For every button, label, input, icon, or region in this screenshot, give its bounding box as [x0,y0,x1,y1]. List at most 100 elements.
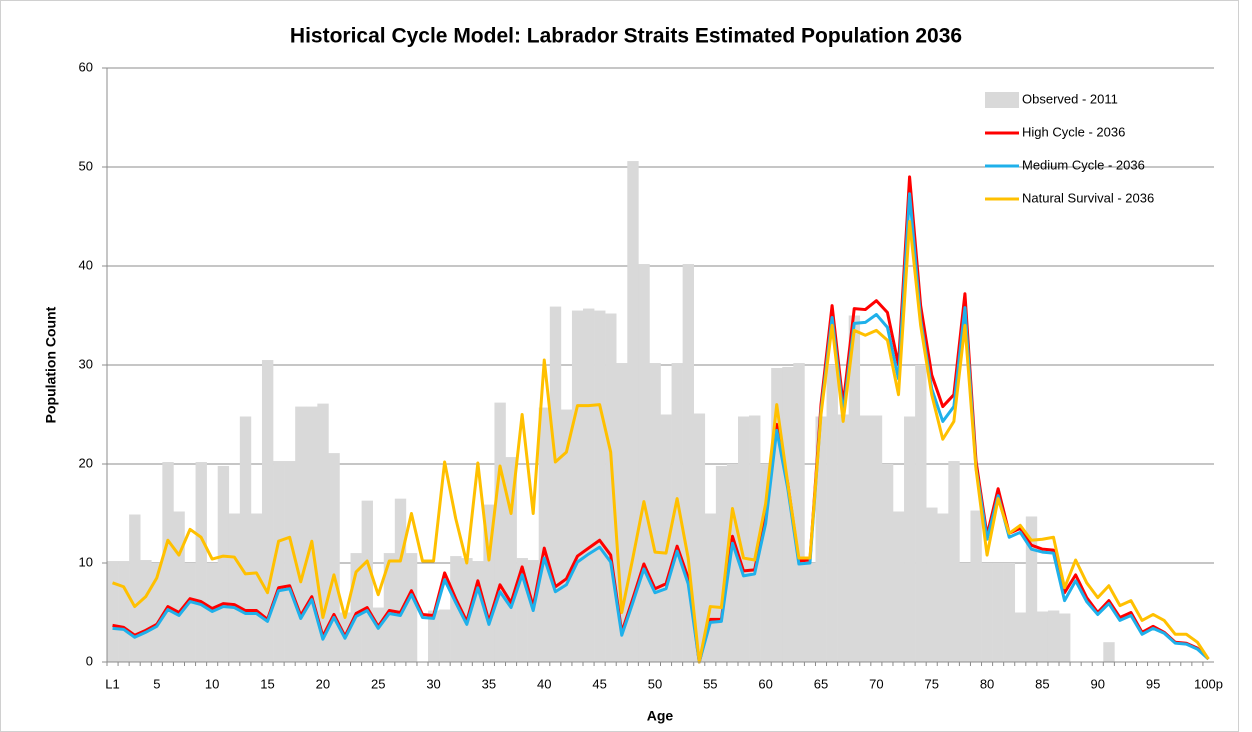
y-axis-label: Population Count [43,306,59,423]
bar [959,563,971,662]
bar [295,406,307,662]
bar [881,464,894,662]
x-tick-label: 45 [592,676,606,691]
bar [859,415,872,662]
bar [140,560,152,662]
x-tick-label: 40 [537,676,551,691]
chart-title: Historical Cycle Model: Labrador Straits… [290,25,962,48]
bar [273,461,285,662]
bar [704,513,717,662]
bar [915,365,927,662]
x-tick-label: 75 [924,676,938,691]
x-tick-label: 10 [205,676,219,691]
bar [826,365,838,662]
y-tick-label: 60 [79,59,93,74]
x-tick-label: 25 [371,676,385,691]
bar [405,553,418,662]
bar [494,402,506,662]
bar [184,563,196,662]
x-axis-label: Age [647,708,674,724]
bar [926,507,938,662]
x-tick-label: 95 [1146,676,1160,691]
y-tick-label: 50 [79,158,93,173]
legend-swatch [985,92,1019,108]
line [112,192,1210,664]
bar [715,465,728,662]
bar [981,563,993,662]
bar [1003,563,1016,662]
bar [383,553,396,662]
bar [129,514,141,662]
bar [605,313,617,662]
bar [261,360,274,662]
x-tick-label: 55 [703,676,717,691]
x-tick-label: 50 [648,676,662,691]
bar [782,366,794,662]
x-tick-label: 60 [758,676,772,691]
bar [693,413,706,662]
y-tick-label: 40 [79,257,93,272]
x-tick-label: 30 [426,676,440,691]
bar [638,264,650,662]
bar [505,457,517,662]
bar [1036,611,1049,662]
legend-label: High Cycle - 2036 [1022,124,1125,139]
y-tick-label: 10 [79,554,93,569]
bar [804,563,816,662]
bar [228,513,241,662]
bar [472,561,484,662]
bar [660,414,672,662]
bar [107,561,119,662]
bar [549,306,562,662]
bar [195,462,207,662]
bar [560,409,573,662]
bar [284,461,296,662]
bar [627,161,639,662]
bar [239,416,252,662]
bar [771,367,783,662]
bar [594,310,606,662]
bar [361,500,373,662]
x-tick-label: 65 [814,676,828,691]
bar [848,315,861,662]
bar [151,563,163,662]
x-tick-label: L1 [105,676,119,691]
bar [583,308,595,662]
bar [948,461,960,662]
x-tick-label: 85 [1035,676,1049,691]
x-tick-label: 5 [153,676,160,691]
bar [892,511,905,662]
bar [992,563,1004,662]
x-tick-label: 15 [260,676,274,691]
bar [118,561,130,662]
bar [217,465,230,662]
bar [671,363,683,662]
line [112,219,1210,664]
bar [682,264,695,662]
bar [726,464,739,662]
bar [649,363,661,662]
bar [571,310,584,662]
x-tick-label: 80 [980,676,994,691]
bar [162,462,174,662]
bar [538,407,551,662]
legend-label: Medium Cycle - 2036 [1022,157,1145,172]
y-tick-label: 20 [79,455,93,470]
bar [328,453,340,662]
bar [737,416,750,662]
bar [904,416,916,662]
bar [815,416,827,662]
bar [749,415,761,662]
bar [450,556,462,662]
bar [937,513,949,662]
bar [1025,516,1038,662]
y-tick-label: 30 [79,356,93,371]
bar [837,414,849,662]
x-tick-label: 35 [482,676,496,691]
bar [1059,613,1071,662]
x-tick-label: 100p [1194,676,1223,691]
bar [250,513,263,662]
bar [439,609,451,662]
bar [870,415,883,662]
